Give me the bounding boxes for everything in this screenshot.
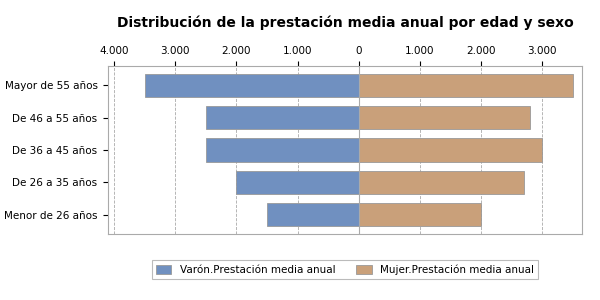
- Legend: Varón.Prestación media anual, Mujer.Prestación media anual: Varón.Prestación media anual, Mujer.Pres…: [152, 260, 538, 279]
- Title: Distribución de la prestación media anual por edad y sexo: Distribución de la prestación media anua…: [116, 16, 574, 30]
- Bar: [206, 138, 359, 162]
- Bar: [145, 74, 359, 97]
- Bar: [359, 203, 481, 226]
- Bar: [206, 106, 359, 129]
- Bar: [236, 171, 359, 194]
- Bar: [359, 74, 573, 97]
- Bar: [267, 203, 359, 226]
- Bar: [359, 138, 542, 162]
- Bar: [359, 171, 524, 194]
- Bar: [359, 106, 530, 129]
